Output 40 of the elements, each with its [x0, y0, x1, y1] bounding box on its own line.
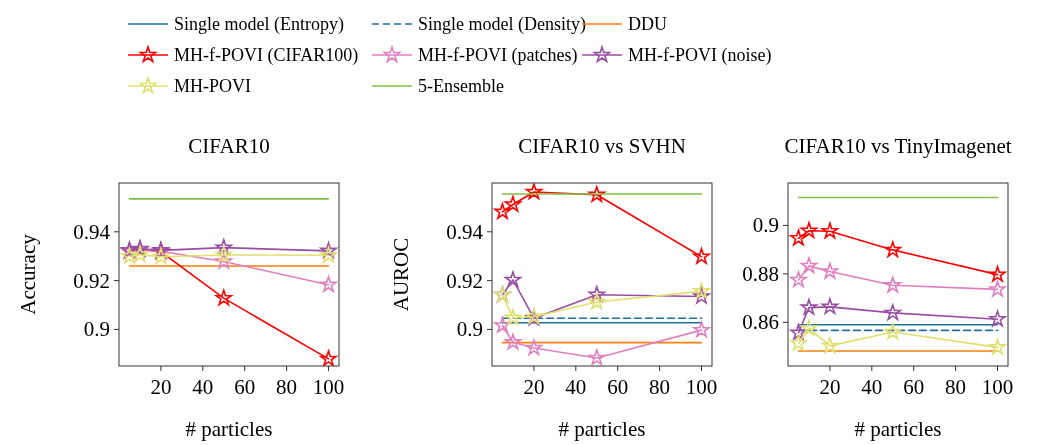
x-tick-label: 60: [234, 375, 256, 399]
y-axis-title: AUROC: [389, 237, 413, 312]
legend-label: DDU: [628, 14, 667, 34]
y-tick-label: 0.94: [446, 219, 484, 244]
x-tick-label: 40: [565, 375, 587, 399]
x-tick-label: 80: [276, 375, 298, 399]
y-tick-label: 0.9: [83, 317, 110, 342]
x-tick-label: 40: [861, 375, 883, 399]
y-axis-title: Accuracy: [16, 233, 40, 315]
x-tick-label: 20: [819, 375, 841, 399]
legend-label: MH-POVI: [174, 76, 252, 96]
x-tick-label: 80: [649, 375, 671, 399]
y-tick-label: 0.94: [73, 219, 111, 244]
x-tick-label: 20: [523, 375, 545, 399]
y-tick-label: 0.92: [446, 268, 483, 293]
x-tick-label: 80: [945, 375, 967, 399]
x-tick-label: 100: [312, 375, 345, 399]
x-axis-title: # particles: [185, 417, 273, 441]
y-tick-label: 0.9: [752, 213, 779, 238]
legend-label: 5-Ensemble: [418, 76, 504, 96]
x-tick-label: 60: [903, 375, 925, 399]
chart-title: CIFAR10: [188, 134, 270, 158]
legend-label: Single model (Entropy): [174, 14, 344, 35]
y-tick-label: 0.88: [742, 261, 779, 286]
x-tick-label: 60: [607, 375, 629, 399]
y-tick-label: 0.92: [73, 268, 110, 293]
legend-label: Single model (Density): [418, 14, 586, 35]
x-tick-label: 40: [192, 375, 214, 399]
y-tick-label: 0.9: [456, 317, 483, 342]
x-tick-label: 100: [981, 375, 1014, 399]
y-tick-label: 0.86: [742, 310, 779, 335]
legend-label: MH-f-POVI (patches): [418, 45, 578, 66]
x-tick-label: 20: [150, 375, 172, 399]
legend-label: MH-f-POVI (noise): [628, 45, 772, 66]
x-axis-title: # particles: [558, 417, 646, 441]
chart-title: CIFAR10 vs SVHN: [518, 134, 686, 158]
legend-label: MH-f-POVI (CIFAR100): [174, 45, 359, 66]
x-tick-label: 100: [685, 375, 718, 399]
x-axis-title: # particles: [854, 417, 942, 441]
chart-title: CIFAR10 vs TinyImagenet: [784, 134, 1012, 158]
